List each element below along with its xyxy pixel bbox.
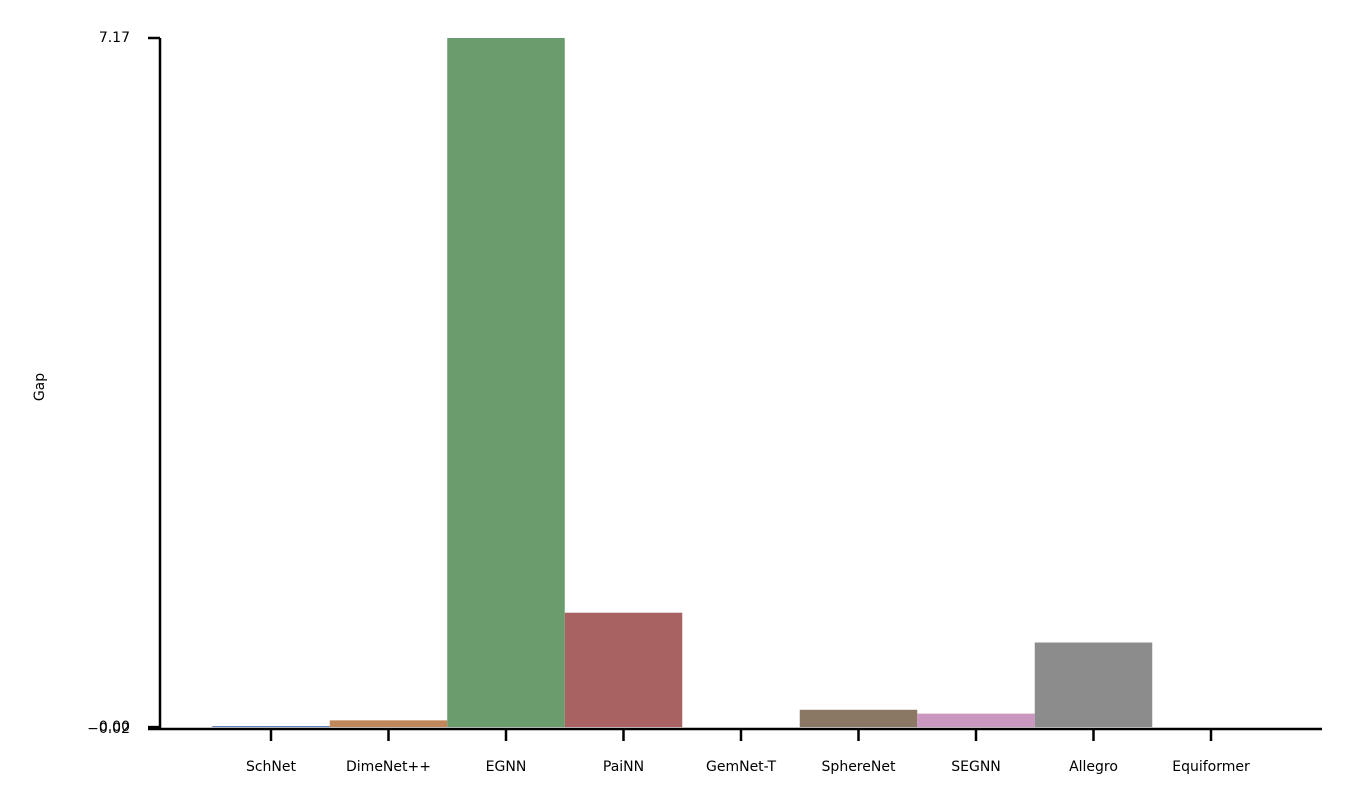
y-axis-label: Gap <box>32 373 48 401</box>
x-tick-label: Equiformer <box>1172 759 1250 775</box>
bar <box>212 726 330 728</box>
bar <box>799 709 918 728</box>
y-tick-label: −0.02 <box>87 721 130 737</box>
x-tick-label: Allegro <box>1069 759 1118 775</box>
bar <box>329 720 448 728</box>
x-tick-label: DimeNet++ <box>346 759 431 775</box>
bar <box>564 612 683 728</box>
x-tick-label: SphereNet <box>822 759 896 775</box>
x-tick-label: PaiNN <box>603 759 644 775</box>
bar <box>447 38 565 728</box>
x-tick-label: SEGNN <box>951 759 1001 775</box>
x-tick-label: SchNet <box>246 759 297 775</box>
bar <box>917 713 1035 728</box>
x-tick-label: EGNN <box>486 759 527 775</box>
x-tick-label: GemNet-T <box>706 759 776 775</box>
y-tick-label: 0.00 <box>99 719 130 735</box>
bar <box>1034 642 1153 728</box>
y-tick-label: 7.17 <box>99 30 130 46</box>
